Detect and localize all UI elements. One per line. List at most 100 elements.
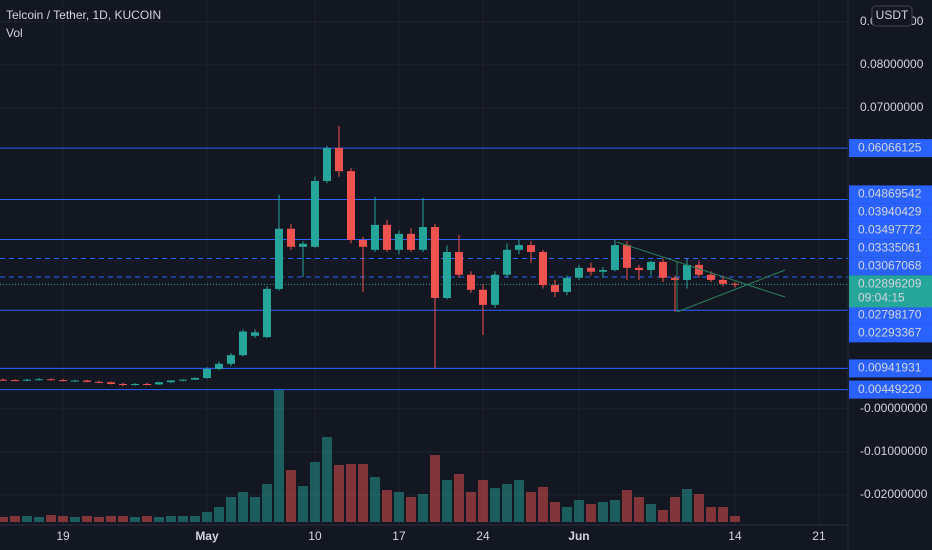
candle-body <box>694 264 703 275</box>
volume-bar <box>549 502 560 522</box>
candle-body <box>598 270 607 272</box>
candle-body <box>490 274 499 305</box>
candle-body <box>730 283 739 285</box>
candle-body <box>646 261 655 271</box>
candle-body <box>58 380 67 382</box>
candle-body <box>178 379 187 381</box>
candle-body <box>466 274 475 290</box>
trend-line <box>616 241 786 298</box>
volume-bar <box>129 517 140 522</box>
volume-bar <box>465 492 476 522</box>
volume-bar <box>345 464 356 522</box>
candle-body <box>298 243 307 247</box>
volume-bar <box>213 507 224 522</box>
candle-body <box>22 379 31 381</box>
level-label-box <box>849 306 932 325</box>
candle-body <box>430 227 439 298</box>
x-tick-label: 24 <box>476 529 490 543</box>
volume-bar <box>489 488 500 522</box>
candles <box>0 125 739 387</box>
volume-bar <box>693 494 704 522</box>
volume-bar <box>561 507 572 522</box>
level-label-box <box>849 139 932 158</box>
volume-bar <box>69 517 80 522</box>
trend-line <box>676 269 786 313</box>
level-label-box <box>849 203 932 222</box>
candle-body <box>622 245 631 268</box>
volume-bar <box>669 497 680 522</box>
axes: 0.090000000.080000000.07000000-0.0000000… <box>56 14 932 543</box>
candle-body <box>718 279 727 284</box>
candle-body <box>514 245 523 250</box>
volume-bar <box>513 480 524 522</box>
current-price-box <box>849 275 932 308</box>
volume-bar <box>225 497 236 522</box>
volume-bar <box>297 486 308 522</box>
candle-body <box>538 251 547 286</box>
candle-body <box>370 224 379 250</box>
currency[interactable]: USDT <box>876 8 909 22</box>
volume-bar <box>33 517 44 522</box>
level-label: 0.06066125 <box>858 140 922 154</box>
volume-bar <box>165 516 176 522</box>
candle-body <box>526 245 535 252</box>
candle-body <box>502 249 511 275</box>
candle-body <box>322 147 331 182</box>
candle-body <box>346 171 355 240</box>
level-label-box <box>849 359 932 378</box>
y-tick-label: -0.01000000 <box>860 444 928 458</box>
volume-bar <box>405 497 416 522</box>
candle-body <box>310 181 319 247</box>
volume-bar <box>729 516 740 522</box>
x-tick-label: 10 <box>308 529 322 543</box>
y-tick-label: -0.00000000 <box>860 401 928 415</box>
x-tick-label: 17 <box>392 529 406 543</box>
candle-body <box>82 380 91 382</box>
candle-body <box>586 267 595 272</box>
volume-bar <box>705 507 716 522</box>
volume-label: Vol <box>6 26 23 40</box>
volume-bar <box>657 510 668 522</box>
volume-bar <box>393 492 404 522</box>
level-label-box <box>849 185 932 204</box>
candle-body <box>358 239 367 247</box>
candle-body <box>166 380 175 383</box>
candle-body <box>94 381 103 383</box>
candle-body <box>442 251 451 298</box>
candle-body <box>658 261 667 278</box>
candle-body <box>274 228 283 289</box>
volume-bar <box>453 474 464 522</box>
x-tick-label: 21 <box>812 529 826 543</box>
volume-bar <box>681 489 692 522</box>
volume-bar <box>429 455 440 522</box>
volume-pane <box>0 390 740 522</box>
candle-body <box>634 267 643 271</box>
volume-bar <box>93 517 104 522</box>
candle-body <box>550 285 559 292</box>
candle-body <box>286 228 295 247</box>
current-price-label: 0.02896209 <box>858 277 922 291</box>
volume-bar <box>57 516 68 522</box>
volume-bar <box>81 516 92 522</box>
y-tick-label: 0.07000000 <box>860 100 924 114</box>
level-label-box <box>849 257 932 276</box>
volume-bar <box>153 517 164 522</box>
candle-body <box>70 380 79 382</box>
volume-bar <box>321 437 332 522</box>
candle-body <box>190 377 199 380</box>
volume-bar <box>261 484 272 522</box>
volume-bar <box>525 492 536 522</box>
candle-body <box>238 331 247 356</box>
y-tick-label: -0.02000000 <box>860 487 928 501</box>
candle-body <box>142 383 151 385</box>
level-label: 0.03940429 <box>858 205 922 219</box>
volume-bar <box>177 516 188 522</box>
volume-bar <box>237 492 248 522</box>
x-tick-label: 19 <box>56 529 70 543</box>
volume-bar <box>141 516 152 522</box>
level-label: 0.00449220 <box>858 382 922 396</box>
levels <box>0 147 848 391</box>
currency-badge[interactable] <box>871 5 913 27</box>
